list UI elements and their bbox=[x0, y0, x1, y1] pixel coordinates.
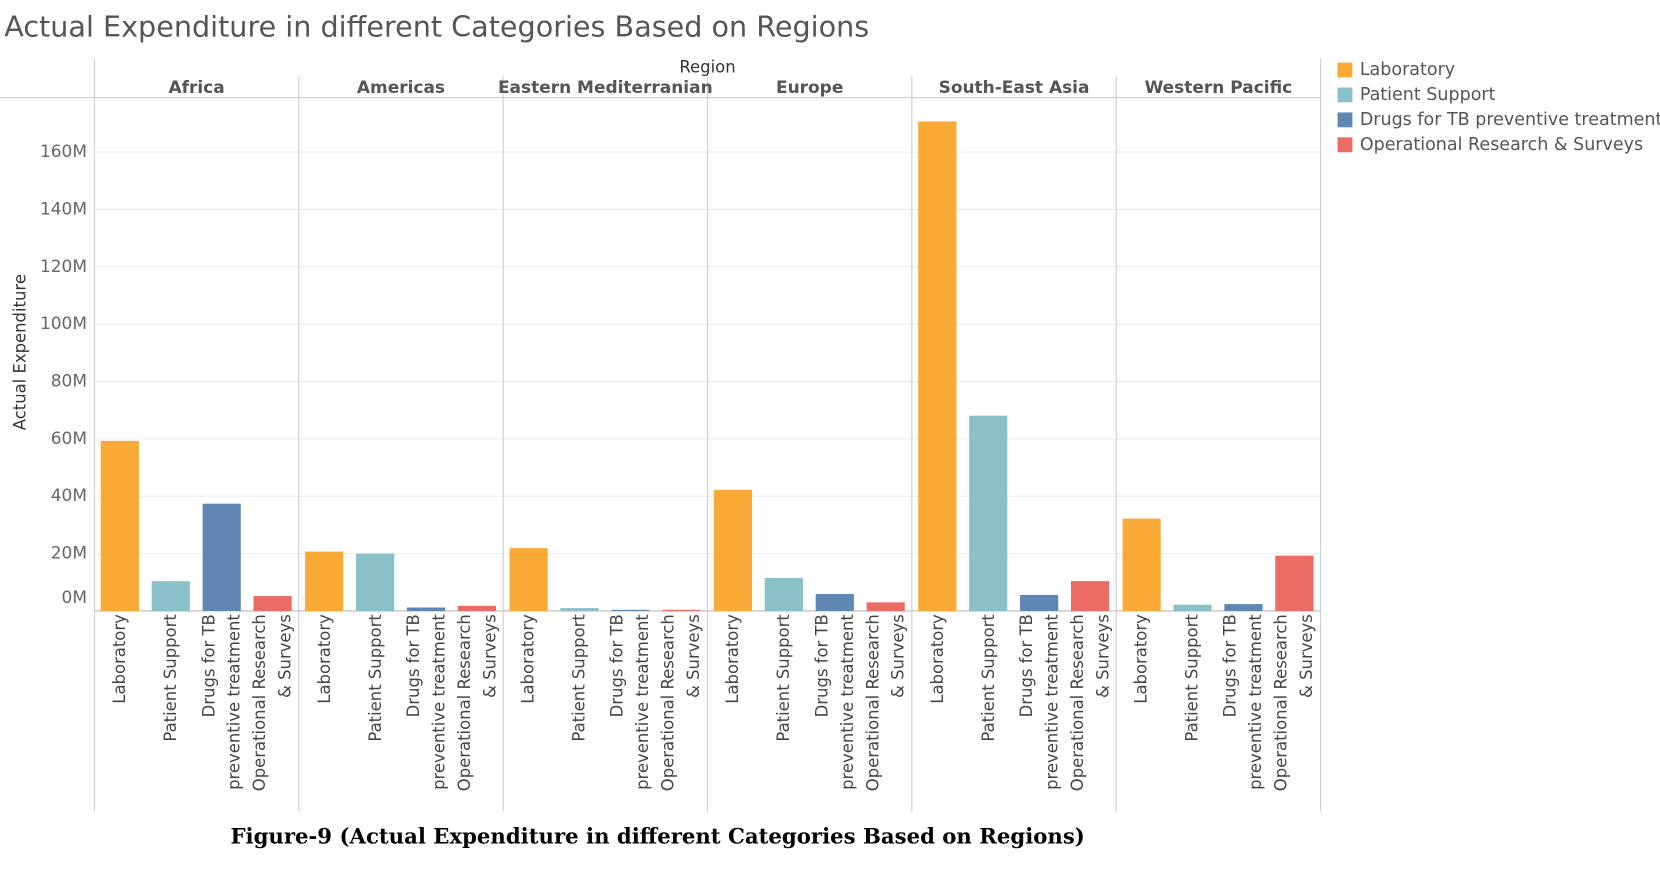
figure-caption: Figure-9 (Actual Expenditure in differen… bbox=[230, 823, 1085, 849]
bar bbox=[918, 121, 957, 611]
x-tick-label: Drugs for TB preventive treatment bbox=[403, 614, 449, 790]
region-label: Europe bbox=[776, 78, 843, 98]
bar bbox=[457, 605, 497, 611]
y-tick-label: 20M bbox=[51, 544, 87, 564]
y-tick-label: 60M bbox=[51, 429, 87, 449]
x-tick-label: Drugs for TB preventive treatment bbox=[199, 614, 244, 790]
legend-label: Laboratory bbox=[1360, 60, 1455, 80]
x-tick-label: Operational Research & Surveys bbox=[863, 614, 908, 792]
bar bbox=[406, 607, 446, 611]
bar bbox=[1122, 518, 1161, 611]
x-tick-label: Drugs for TB preventive treatment bbox=[812, 614, 858, 790]
bar bbox=[1070, 581, 1110, 611]
bar bbox=[560, 608, 599, 611]
bar bbox=[662, 609, 701, 611]
x-tick-label: Drugs for TB preventive treatment bbox=[1016, 614, 1062, 790]
bar bbox=[969, 415, 1008, 611]
y-tick-label: 160M bbox=[40, 142, 87, 162]
bar bbox=[611, 609, 650, 611]
x-tick-label: Laboratory bbox=[723, 614, 743, 704]
legend-swatch bbox=[1337, 87, 1353, 103]
bar bbox=[305, 551, 344, 611]
x-axis-title: Region bbox=[679, 57, 735, 76]
x-tick-label: Laboratory bbox=[519, 614, 539, 704]
bar bbox=[764, 577, 803, 611]
x-tick-label: Patient Support bbox=[365, 614, 385, 742]
bar bbox=[253, 596, 292, 611]
y-tick-label: 80M bbox=[51, 372, 87, 392]
x-tick-label: Patient Support bbox=[161, 614, 181, 742]
bar bbox=[1275, 555, 1314, 611]
bar bbox=[713, 489, 753, 611]
y-axis-title: Actual Expenditure bbox=[11, 274, 30, 430]
legend-label: Operational Research & Surveys bbox=[1360, 135, 1643, 155]
bar bbox=[356, 553, 395, 611]
x-tick-label: Patient Support bbox=[1183, 614, 1203, 742]
x-tick-label: Laboratory bbox=[927, 614, 947, 704]
bar bbox=[1224, 604, 1263, 611]
region-label: Eastern Mediterranian bbox=[498, 78, 713, 98]
bar bbox=[1020, 594, 1059, 611]
y-tick-label: 120M bbox=[40, 257, 87, 277]
x-tick-label: Patient Support bbox=[569, 614, 590, 742]
x-tick-label: Patient Support bbox=[978, 614, 998, 742]
legend-swatch bbox=[1337, 62, 1353, 78]
legend-swatch bbox=[1337, 137, 1353, 153]
x-tick-label: Operational Research & Surveys bbox=[250, 614, 295, 792]
x-tick-label: Operational Research & Surveys bbox=[659, 614, 704, 792]
x-tick-label: Laboratory bbox=[110, 614, 130, 704]
x-tick-label: Laboratory bbox=[1132, 614, 1152, 704]
y-tick-label: 0M bbox=[62, 588, 87, 608]
bar bbox=[866, 602, 905, 611]
bar bbox=[100, 440, 139, 611]
legend-label: Drugs for TB preventive treatment bbox=[1360, 110, 1660, 130]
bar bbox=[509, 548, 548, 611]
y-tick-label: 40M bbox=[51, 486, 87, 506]
region-label: Western Pacific bbox=[1145, 78, 1293, 98]
bar bbox=[1173, 604, 1212, 611]
bar bbox=[202, 503, 241, 611]
x-tick-label: Operational Research & Surveys bbox=[1272, 614, 1317, 792]
region-label: Africa bbox=[168, 78, 224, 98]
region-label: South-East Asia bbox=[939, 78, 1090, 98]
legend-swatch bbox=[1337, 112, 1353, 128]
legend-label: Patient Support bbox=[1360, 85, 1496, 105]
x-tick-label: Drugs for TB preventive treatment bbox=[1221, 614, 1266, 790]
y-tick-label: 100M bbox=[40, 314, 87, 334]
bar bbox=[151, 581, 190, 611]
x-tick-label: Operational Research & Surveys bbox=[1067, 614, 1113, 792]
bar bbox=[815, 594, 854, 611]
x-tick-label: Patient Support bbox=[774, 614, 794, 742]
x-tick-label: Laboratory bbox=[314, 614, 334, 704]
chart-title: Actual Expenditure in different Categori… bbox=[4, 10, 869, 44]
y-tick-label: 140M bbox=[40, 199, 87, 219]
x-tick-label: Operational Research & Surveys bbox=[454, 614, 500, 792]
region-label: Americas bbox=[357, 78, 445, 98]
x-tick-label: Drugs for TB preventive treatment bbox=[608, 614, 653, 790]
